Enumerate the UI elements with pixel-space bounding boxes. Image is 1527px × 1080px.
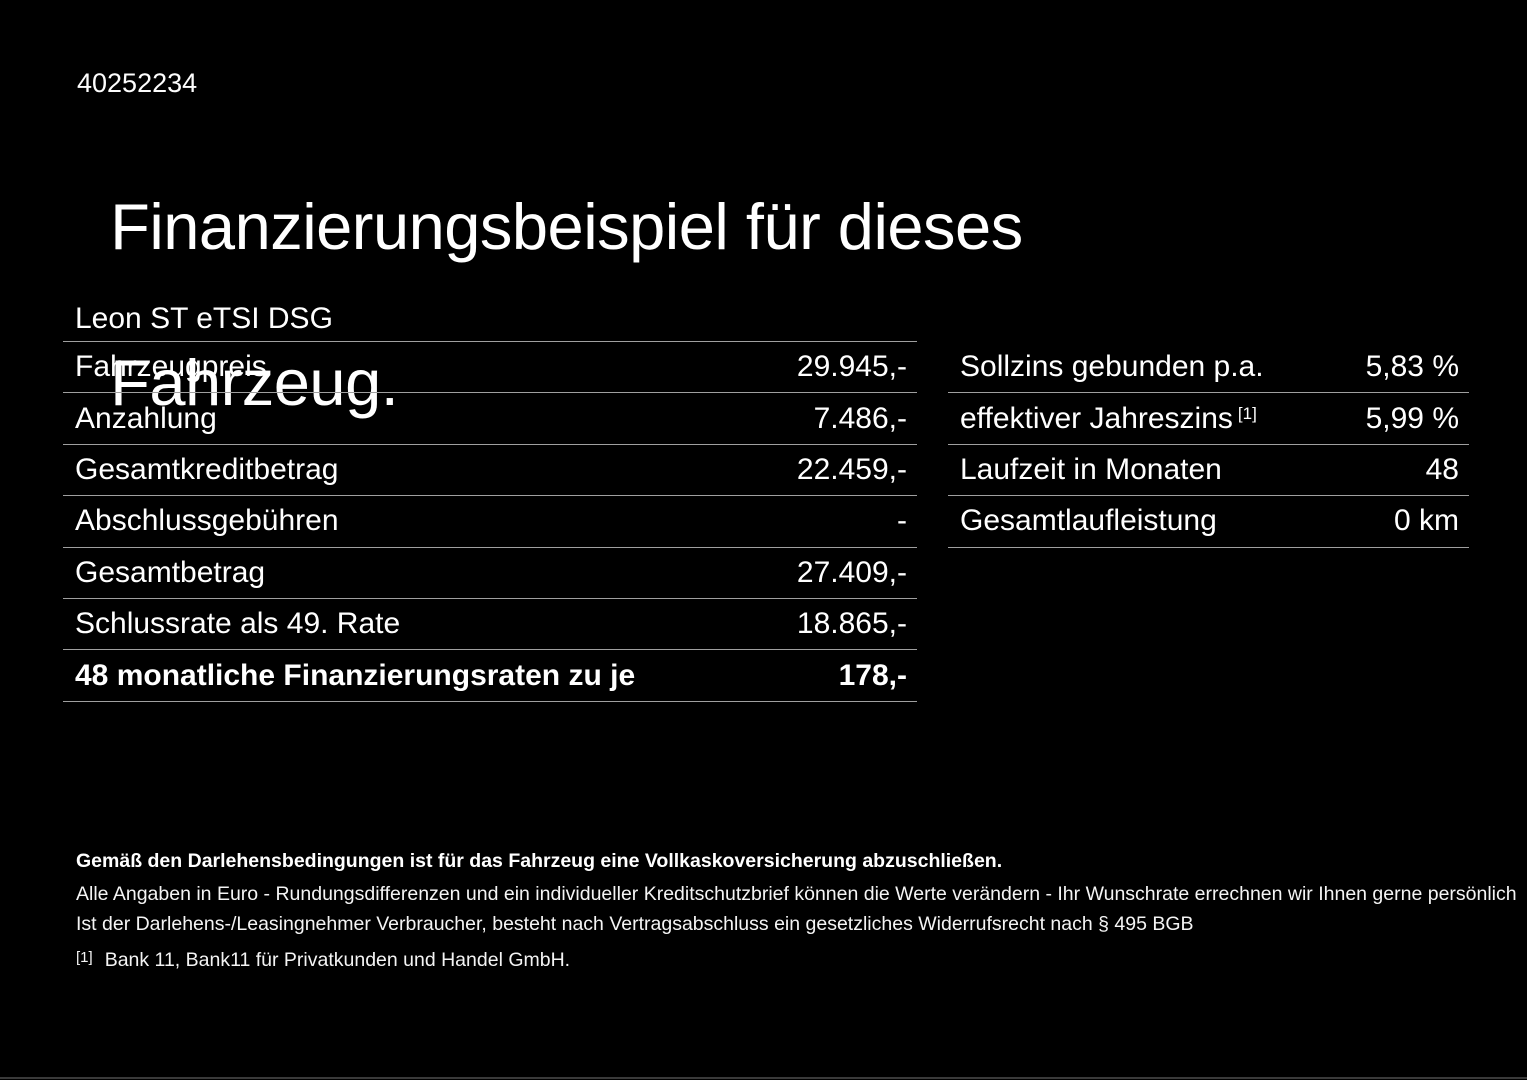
row-label: Gesamtbetrag bbox=[75, 555, 266, 589]
disclaimer-rounding: Alle Angaben in Euro - Rundungsdifferenz… bbox=[76, 883, 1517, 905]
row-value: 7.486,- bbox=[813, 401, 907, 435]
row-value: 18.865,- bbox=[796, 607, 907, 641]
row-value: 5,99 % bbox=[1365, 401, 1459, 435]
row-value: - bbox=[897, 504, 907, 538]
row-value: 22.459,- bbox=[796, 452, 907, 486]
table-row-schlussrate: Schlussrate als 49. Rate 18.865,- bbox=[63, 599, 917, 651]
row-label: Gesamtlaufleistung bbox=[960, 504, 1217, 538]
row-label: 48 monatliche Finanzierungsraten zu je bbox=[75, 658, 636, 692]
table-row-gesamtlaufleistung: Gesamtlaufleistung 0 km bbox=[948, 496, 1469, 548]
row-label: Anzahlung bbox=[75, 401, 217, 435]
table-row-abschlussgebuehren: Abschlussgebühren - bbox=[63, 496, 917, 548]
disclaimer-widerrufsrecht: Ist der Darlehens-/Leasingnehmer Verbrau… bbox=[76, 913, 1194, 935]
row-value: 29.945,- bbox=[796, 350, 907, 384]
row-value: 48 bbox=[1425, 452, 1459, 486]
footnote-marker: [1] bbox=[76, 949, 93, 966]
table-row-gesamtkreditbetrag: Gesamtkreditbetrag 22.459,- bbox=[63, 445, 917, 497]
table-row-gesamtbetrag: Gesamtbetrag 27.409,- bbox=[63, 548, 917, 599]
vehicle-model-header: Leon ST eTSI DSG bbox=[63, 296, 917, 342]
row-label: effektiver Jahreszins [1] bbox=[960, 401, 1257, 435]
insurance-note: Gemäß den Darlehensbedingungen ist für d… bbox=[76, 850, 1003, 872]
page-title-line2: Fahrzeug. bbox=[110, 346, 399, 419]
page-title-line1: Finanzierungsbeispiel für dieses bbox=[110, 190, 1023, 263]
table-row-laufzeit: Laufzeit in Monaten 48 bbox=[948, 445, 1469, 497]
row-label: Sollzins gebunden p.a. bbox=[960, 350, 1264, 384]
row-label: Schlussrate als 49. Rate bbox=[75, 607, 401, 641]
row-value: 27.409,- bbox=[796, 555, 907, 589]
table-row-monatsrate: 48 monatliche Finanzierungsraten zu je 1… bbox=[63, 650, 917, 702]
page-title: Finanzierungsbeispiel für dieses Fahrzeu… bbox=[75, 110, 1023, 422]
footnote-reference: [1] bbox=[1237, 403, 1257, 423]
vehicle-model-label: Leon ST eTSI DSG bbox=[75, 301, 333, 335]
footnote-text: Bank 11, Bank11 für Privatkunden und Han… bbox=[104, 949, 571, 971]
row-label: Fahrzeugpreis bbox=[75, 350, 267, 384]
finance-table: Leon ST eTSI DSG Fahrzeugpreis 29.945,- … bbox=[63, 296, 917, 702]
document-id: 40252234 bbox=[77, 68, 198, 98]
row-value: 0 km bbox=[1393, 504, 1459, 538]
row-label: Abschlussgebühren bbox=[75, 504, 339, 538]
bottom-divider bbox=[0, 1077, 1527, 1079]
conditions-table: Sollzins gebunden p.a. 5,83 % effektiver… bbox=[948, 342, 1469, 548]
row-label: Laufzeit in Monaten bbox=[960, 452, 1222, 486]
row-value: 5,83 % bbox=[1365, 350, 1459, 384]
bank-footnote: [1] Bank 11, Bank11 für Privatkunden und … bbox=[76, 946, 1476, 972]
row-label: Gesamtkreditbetrag bbox=[75, 452, 339, 486]
table-row-effektiver-jahreszins: effektiver Jahreszins [1] 5,99 % bbox=[948, 393, 1469, 445]
table-row-fahrzeugpreis: Fahrzeugpreis 29.945,- bbox=[63, 342, 917, 394]
table-row-anzahlung: Anzahlung 7.486,- bbox=[63, 393, 917, 445]
table-row-sollzins: Sollzins gebunden p.a. 5,83 % bbox=[948, 342, 1469, 394]
row-value: 178,- bbox=[838, 658, 907, 692]
